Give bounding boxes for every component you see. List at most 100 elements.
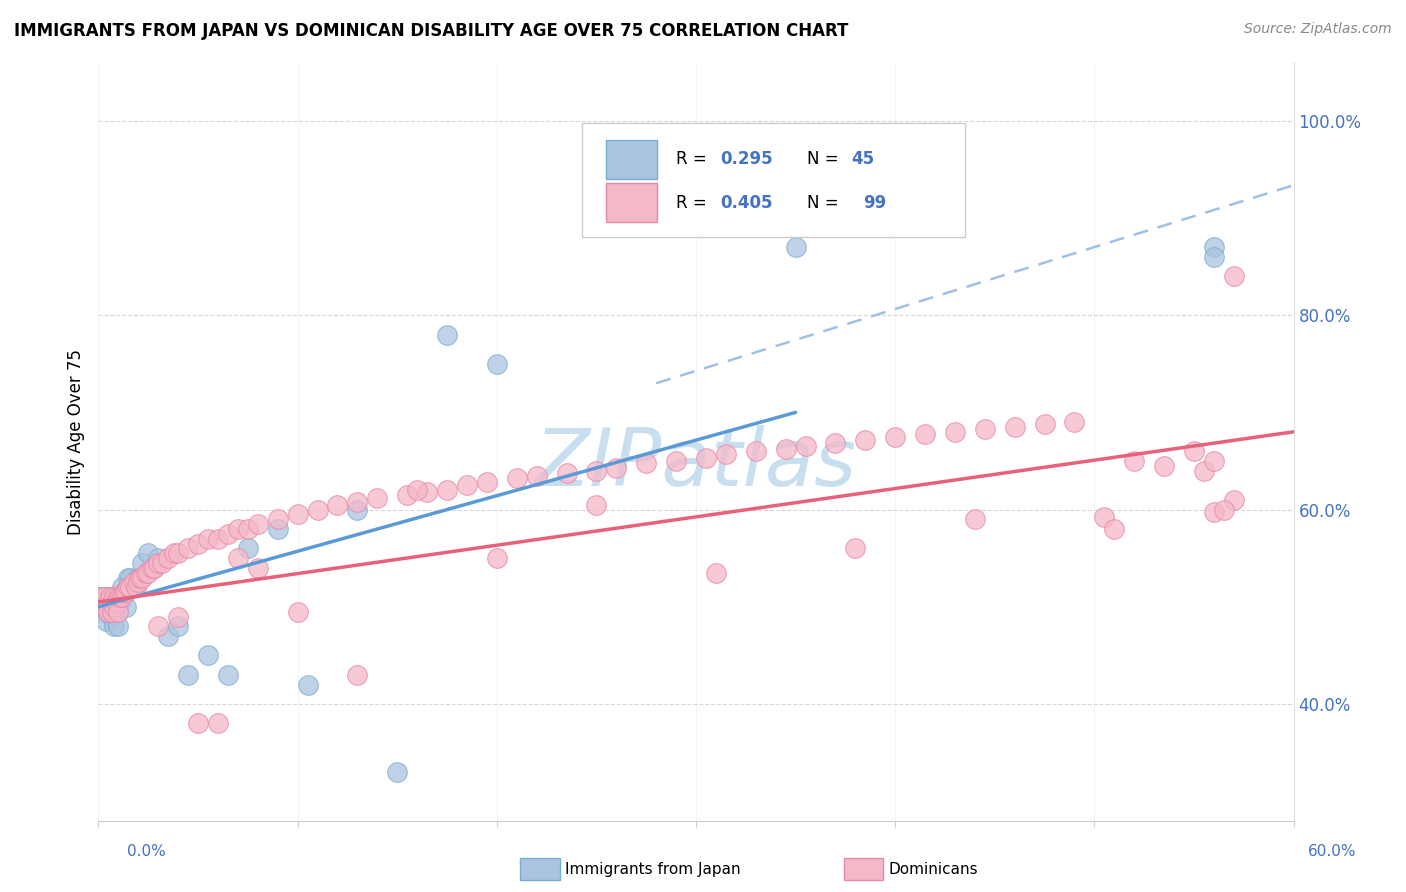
Point — [101, 595, 124, 609]
Point — [456, 478, 478, 492]
Point — [217, 527, 239, 541]
Point — [127, 571, 149, 585]
Point — [406, 483, 429, 497]
Point — [187, 536, 209, 550]
Point — [197, 532, 219, 546]
Point — [136, 546, 159, 560]
Point — [107, 619, 129, 633]
Point — [103, 619, 125, 633]
Point — [555, 466, 578, 480]
Point — [1182, 444, 1205, 458]
Point — [120, 580, 142, 594]
Point — [111, 580, 134, 594]
Point — [585, 498, 607, 512]
FancyBboxPatch shape — [606, 140, 657, 179]
Point — [485, 357, 508, 371]
Point — [157, 551, 180, 566]
Text: ZIPatlas: ZIPatlas — [534, 425, 858, 503]
Text: N =: N = — [807, 151, 844, 169]
Point — [124, 580, 146, 594]
Point — [131, 556, 153, 570]
Point — [226, 522, 249, 536]
Point — [714, 447, 737, 461]
Point — [93, 590, 115, 604]
Point — [485, 551, 508, 566]
Point — [326, 498, 349, 512]
Point — [526, 468, 548, 483]
Text: Dominicans: Dominicans — [889, 863, 979, 877]
Text: 0.295: 0.295 — [720, 151, 772, 169]
Point — [1223, 492, 1246, 507]
Point — [97, 590, 120, 604]
Point — [914, 426, 936, 441]
Point — [143, 561, 166, 575]
Text: 0.405: 0.405 — [720, 194, 772, 211]
Point — [585, 464, 607, 478]
Point — [101, 599, 124, 614]
Point — [267, 522, 290, 536]
Point — [97, 605, 120, 619]
Point — [107, 605, 129, 619]
Point — [115, 585, 138, 599]
Point — [167, 546, 190, 560]
Point — [91, 595, 114, 609]
Point — [853, 433, 876, 447]
Point — [346, 495, 368, 509]
Point — [91, 595, 114, 609]
Point — [436, 483, 458, 497]
Point — [105, 590, 128, 604]
Point — [346, 668, 368, 682]
Point — [1104, 522, 1126, 536]
Point — [148, 619, 170, 633]
Point — [246, 561, 269, 575]
Point — [605, 460, 627, 475]
Y-axis label: Disability Age Over 75: Disability Age Over 75 — [66, 349, 84, 534]
Text: 60.0%: 60.0% — [1309, 845, 1357, 859]
Point — [236, 541, 259, 556]
Point — [148, 551, 170, 566]
Point — [101, 605, 124, 619]
Point — [346, 502, 368, 516]
Point — [96, 615, 118, 629]
Point — [1092, 510, 1115, 524]
Point — [187, 716, 209, 731]
Point — [1063, 415, 1085, 429]
Point — [704, 566, 727, 580]
Point — [1192, 464, 1215, 478]
Point — [93, 590, 115, 604]
Point — [127, 575, 149, 590]
Point — [125, 580, 148, 594]
Point — [143, 561, 166, 575]
FancyBboxPatch shape — [606, 183, 657, 222]
Point — [287, 508, 309, 522]
Text: R =: R = — [676, 194, 711, 211]
Point — [135, 566, 157, 580]
Point — [665, 454, 688, 468]
Point — [96, 595, 118, 609]
Point — [103, 590, 125, 604]
Point — [794, 439, 817, 453]
Point — [973, 422, 995, 436]
Text: Source: ZipAtlas.com: Source: ZipAtlas.com — [1244, 22, 1392, 37]
Point — [110, 595, 132, 609]
Point — [93, 599, 115, 614]
Point — [297, 677, 319, 691]
Point — [167, 619, 190, 633]
Point — [163, 546, 186, 560]
Point — [131, 571, 153, 585]
Point — [366, 491, 388, 505]
Point — [785, 240, 807, 254]
Point — [91, 605, 114, 619]
Point — [89, 590, 111, 604]
Text: 99: 99 — [863, 194, 887, 211]
Point — [167, 609, 190, 624]
Point — [96, 599, 118, 614]
Point — [103, 599, 125, 614]
Point — [246, 517, 269, 532]
Text: R =: R = — [676, 151, 711, 169]
Point — [506, 471, 529, 485]
FancyBboxPatch shape — [582, 123, 965, 236]
Point — [89, 590, 111, 604]
Text: IMMIGRANTS FROM JAPAN VS DOMINICAN DISABILITY AGE OVER 75 CORRELATION CHART: IMMIGRANTS FROM JAPAN VS DOMINICAN DISAB… — [14, 22, 848, 40]
Point — [963, 512, 986, 526]
